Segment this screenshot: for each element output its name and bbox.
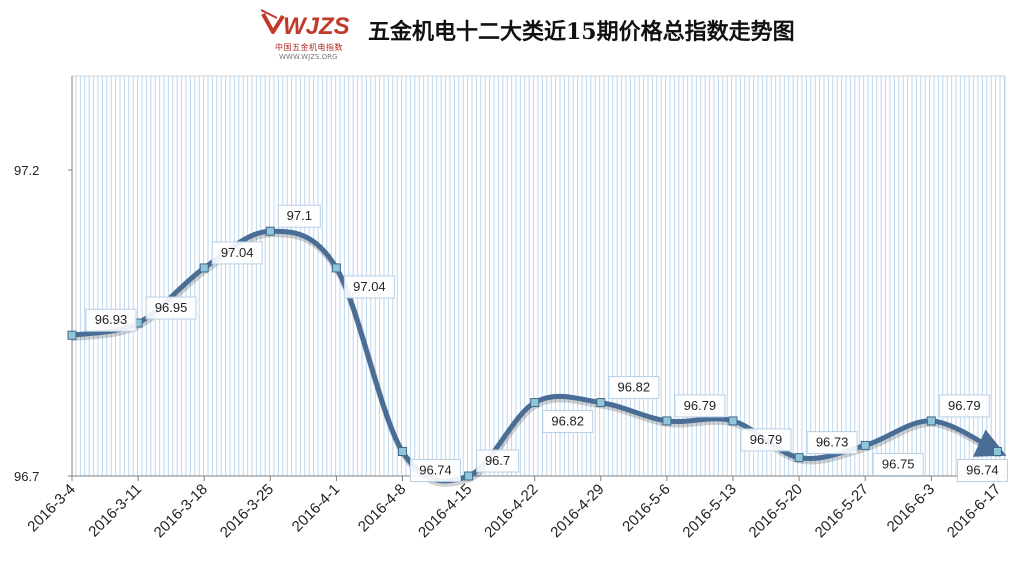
data-label-text: 96.74 (966, 463, 999, 478)
data-label-text: 96.7 (485, 453, 510, 468)
grid-lines (75, 76, 1005, 476)
data-point-marker (331, 263, 341, 273)
data-label-box (608, 376, 660, 400)
data-label: 96.79 (740, 428, 792, 452)
data-point-marker (728, 416, 738, 426)
x-tick-label: 2016-6-17 (944, 481, 1004, 541)
data-label-text: 96.79 (750, 432, 783, 447)
data-label-box (211, 241, 263, 265)
x-tick-label: 2016-3-18 (151, 481, 211, 541)
y-axis: 97.2 96.7 (14, 163, 72, 484)
data-label: 97.1 (277, 204, 321, 228)
data-point-marker (67, 330, 77, 340)
data-point-marker (265, 226, 275, 236)
data-label-box (343, 275, 395, 299)
data-label: 96.82 (608, 376, 660, 400)
x-axis: 2016-3-4 2016-3-11 2016-3-18 2016-3-25 2016-… (24, 476, 1004, 541)
x-tick-label: 2016-5-27 (812, 481, 872, 541)
series-markers (67, 226, 1002, 481)
data-label-box (476, 449, 520, 473)
logo-wordmark: WJZS (283, 13, 349, 40)
data-label: 96.75 (872, 452, 924, 476)
logo-url: WWW.WJZS.ORG (279, 53, 338, 61)
data-label-text: 97.04 (353, 279, 386, 294)
x-tick-label: 2016-3-11 (85, 481, 145, 541)
data-label: 96.82 (542, 410, 594, 434)
x-tick-label: 2016-4-1 (289, 481, 343, 535)
data-label-box (145, 296, 197, 320)
data-label: 96.95 (145, 296, 197, 320)
x-tick-label: 2016-3-25 (217, 481, 277, 541)
data-label-text: 97.1 (287, 208, 312, 223)
x-tick-label: 2016-4-15 (415, 481, 475, 541)
data-label-text: 96.74 (419, 463, 452, 478)
wjzs-logo: WJZS 中国五金机电指数 WWW.WJZS.ORG (255, 4, 355, 66)
data-label-text: 96.79 (948, 398, 981, 413)
data-label-box (956, 459, 1008, 483)
data-label: 96.74 (956, 459, 1008, 483)
y-tick-label: 96.7 (14, 469, 39, 484)
data-point-marker (398, 447, 407, 457)
data-label-box (740, 428, 792, 452)
data-label-text: 97.04 (221, 245, 254, 260)
x-tick-label: 2016-4-22 (481, 481, 541, 541)
x-tick-label: 2016-4-8 (355, 481, 409, 535)
data-labels: 96.93 96.95 97.04 97.1 97.04 96.74 96.7 96.82 96… (85, 204, 1008, 483)
data-label: 96.79 (674, 394, 726, 418)
data-label-text: 96.79 (684, 398, 717, 413)
data-label-box (277, 204, 321, 228)
data-label: 96.73 (806, 431, 858, 455)
y-tick-label: 97.2 (14, 163, 39, 178)
data-label: 96.93 (85, 308, 137, 332)
data-label: 97.04 (343, 275, 395, 299)
data-label-box (674, 394, 726, 418)
data-point-marker (662, 416, 672, 426)
logo-chinese-name: 中国五金机电指数 (275, 43, 343, 52)
data-point-marker (926, 416, 936, 426)
x-tick-label: 2016-5-13 (679, 481, 739, 541)
x-tick-label: 2016-5-6 (619, 481, 673, 535)
data-label-text: 96.82 (618, 380, 651, 395)
x-tick-label: 2016-5-20 (746, 481, 806, 541)
data-point-marker (199, 263, 209, 273)
data-label-box (542, 410, 594, 434)
data-label-box (806, 431, 858, 455)
data-label: 96.74 (410, 459, 461, 483)
data-label-text: 96.73 (816, 435, 849, 450)
data-label-box (938, 394, 990, 418)
x-tick-label: 2016-4-29 (547, 481, 607, 541)
data-label: 96.7 (476, 449, 520, 473)
x-tick-label: 2016-3-4 (24, 481, 78, 535)
data-label-box (872, 452, 924, 476)
data-point-marker (530, 398, 540, 408)
data-label-box (85, 308, 137, 332)
data-label-text: 96.75 (882, 456, 915, 471)
chart-title: 五金机电十二大类近15期价格总指数走势图 (368, 19, 795, 45)
data-label-text: 96.82 (551, 414, 584, 429)
data-point-marker (992, 447, 1002, 457)
data-label-box (410, 459, 461, 483)
data-point-marker (794, 453, 804, 463)
data-point-marker (464, 471, 474, 481)
data-label-text: 96.95 (155, 300, 188, 315)
data-label-text: 96.93 (95, 312, 128, 327)
data-point-marker (860, 440, 870, 450)
data-point-marker (596, 398, 606, 408)
data-label: 97.04 (211, 241, 263, 265)
x-tick-label: 2016-6-3 (884, 481, 938, 535)
wjzs-logo-mark: WJZS (261, 9, 349, 40)
data-label: 96.79 (938, 394, 990, 418)
